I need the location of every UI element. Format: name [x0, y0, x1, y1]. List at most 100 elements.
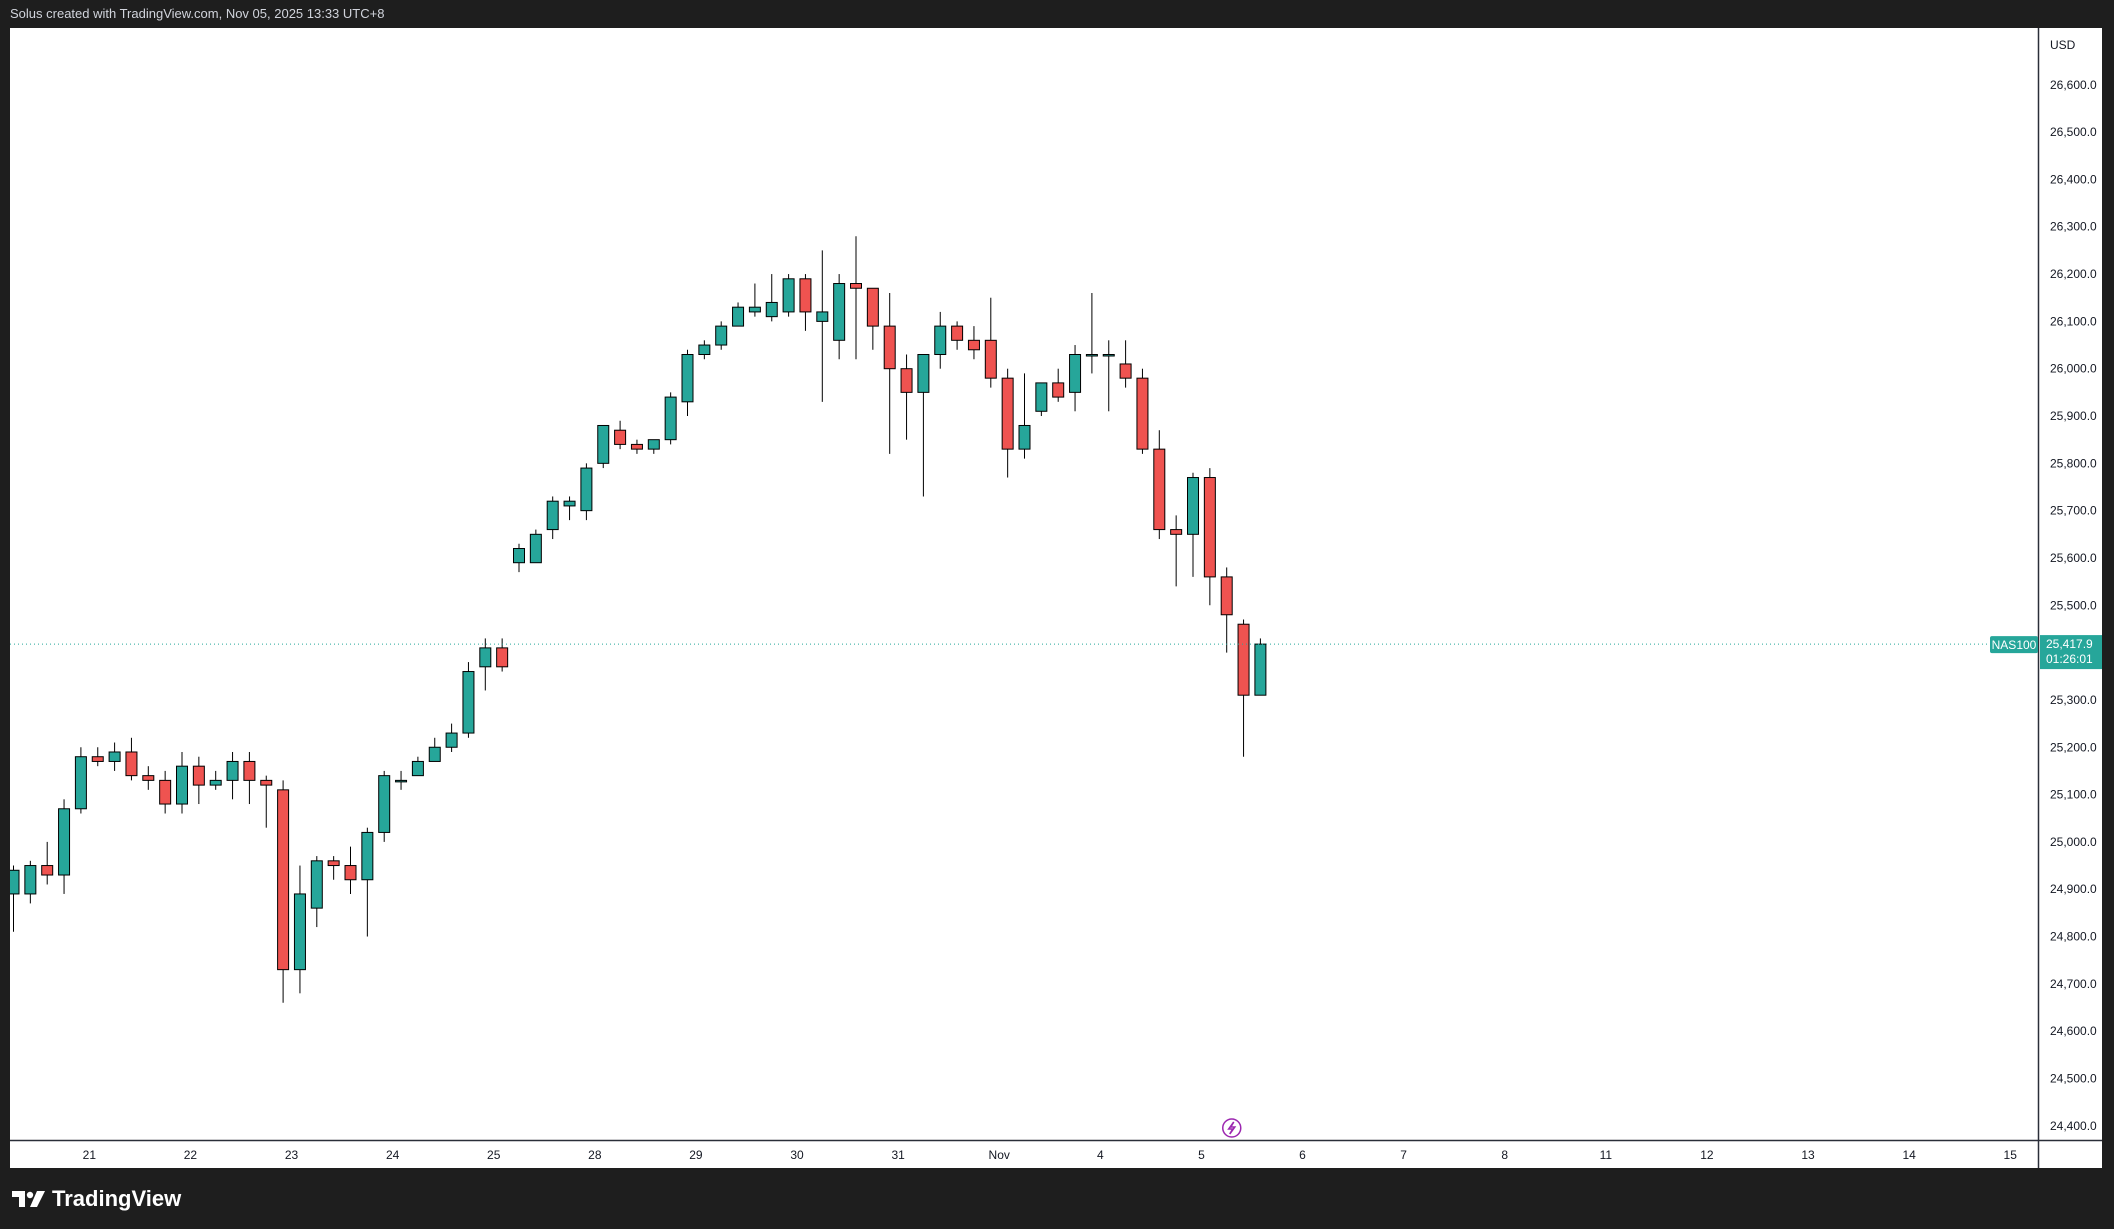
candle[interactable] [243, 751, 256, 805]
candle[interactable] [310, 856, 323, 928]
price-tick-label: 25,000.0 [2050, 835, 2097, 849]
candle[interactable] [496, 638, 509, 672]
time-tick-label: 22 [184, 1148, 198, 1162]
candle[interactable] [833, 274, 846, 360]
candle[interactable] [1085, 292, 1098, 374]
candle[interactable] [293, 865, 306, 994]
candle[interactable] [462, 662, 475, 738]
candle[interactable] [1136, 368, 1149, 454]
candle[interactable] [799, 274, 812, 331]
candle[interactable] [1052, 368, 1065, 402]
candles-layer [7, 236, 1267, 1003]
candle[interactable] [327, 856, 340, 880]
candle[interactable] [91, 747, 104, 767]
symbol-tag-label: NAS100 [1992, 638, 2037, 652]
candle[interactable] [984, 297, 997, 388]
candle[interactable] [226, 751, 239, 800]
event-marker[interactable] [1222, 1118, 1242, 1138]
candle-body [192, 765, 205, 786]
candle[interactable] [24, 860, 37, 904]
candle[interactable] [630, 439, 643, 454]
candle[interactable] [378, 770, 391, 842]
candle[interactable] [1170, 515, 1183, 587]
candle[interactable] [411, 756, 424, 777]
candle[interactable] [647, 439, 660, 454]
candle[interactable] [176, 751, 188, 814]
candle[interactable] [698, 340, 711, 360]
candle[interactable] [142, 766, 155, 790]
candle-body [1085, 354, 1098, 357]
candle[interactable] [125, 737, 138, 781]
tradingview-logo[interactable]: TradingView [12, 1186, 181, 1211]
candle[interactable] [1187, 472, 1199, 577]
candle[interactable] [159, 770, 172, 814]
candle[interactable] [866, 287, 879, 350]
candle-body [748, 306, 761, 313]
candle[interactable] [7, 865, 20, 932]
candle[interactable] [967, 326, 980, 360]
candle[interactable] [546, 496, 559, 540]
candle[interactable] [1220, 567, 1233, 653]
candle[interactable] [479, 638, 492, 691]
candle[interactable] [192, 756, 205, 805]
time-tick-label: 8 [1501, 1148, 1508, 1162]
candle[interactable] [260, 775, 273, 828]
time-tick-label: 29 [689, 1148, 703, 1162]
candle[interactable] [529, 529, 542, 564]
last-price-tag-bg [2040, 635, 2102, 670]
candle[interactable] [951, 321, 964, 350]
price-tick-label: 26,600.0 [2050, 78, 2097, 92]
candle[interactable] [74, 747, 87, 814]
candle[interactable] [1035, 382, 1048, 417]
candle[interactable] [614, 420, 627, 450]
candle[interactable] [1018, 373, 1031, 459]
candle[interactable] [917, 354, 930, 497]
time-tick-label: 15 [2004, 1148, 2018, 1162]
candle-body [647, 439, 660, 450]
candle[interactable] [664, 392, 677, 445]
candle[interactable] [1254, 638, 1267, 696]
candle[interactable] [681, 349, 694, 417]
candle[interactable] [580, 463, 593, 521]
candle-body [1018, 424, 1031, 450]
candle[interactable] [1119, 340, 1132, 388]
price-tick-label: 25,600.0 [2050, 551, 2097, 565]
candle-body [630, 443, 643, 450]
candle[interactable] [748, 283, 761, 317]
candle[interactable] [765, 274, 778, 322]
candle[interactable] [1069, 345, 1082, 412]
candle[interactable] [1001, 368, 1014, 478]
candle[interactable] [445, 723, 458, 752]
candle-body [597, 424, 610, 464]
candle[interactable] [361, 827, 374, 937]
candle[interactable] [1102, 340, 1115, 412]
price-tick-label: 25,800.0 [2050, 456, 2097, 470]
candle[interactable] [344, 846, 357, 894]
candle[interactable] [900, 354, 913, 440]
candle[interactable] [209, 770, 222, 790]
candle[interactable] [1153, 430, 1166, 540]
candle[interactable] [513, 543, 525, 573]
price-tick-label: 25,500.0 [2050, 598, 2097, 612]
candle[interactable] [850, 236, 862, 360]
candle[interactable] [277, 780, 290, 1003]
candle[interactable] [715, 321, 728, 350]
candle[interactable] [1237, 619, 1250, 757]
candle[interactable] [41, 841, 54, 885]
candle[interactable] [597, 424, 610, 469]
price-tick-label: 26,400.0 [2050, 172, 2097, 186]
candle[interactable] [395, 770, 408, 790]
candle[interactable] [1203, 468, 1216, 606]
time-axis-ticks: 21 22 23 24 25 28 29 30 31 Nov 4 5 6 7 8 11 12 13 14 15 [83, 1148, 2018, 1162]
candle[interactable] [428, 737, 441, 762]
candle[interactable] [883, 292, 896, 454]
candle[interactable] [782, 274, 795, 317]
candle[interactable] [816, 250, 829, 402]
candle-body [1220, 576, 1233, 616]
candle[interactable] [732, 302, 745, 327]
candle[interactable] [108, 742, 121, 771]
candle[interactable] [934, 311, 947, 369]
candle[interactable] [58, 799, 71, 894]
candle[interactable] [563, 496, 576, 521]
candlestick-chart[interactable]: USD 24,400.0 24,500.0 24,600.0 24,700.0 24,8… [7, 28, 2102, 1168]
